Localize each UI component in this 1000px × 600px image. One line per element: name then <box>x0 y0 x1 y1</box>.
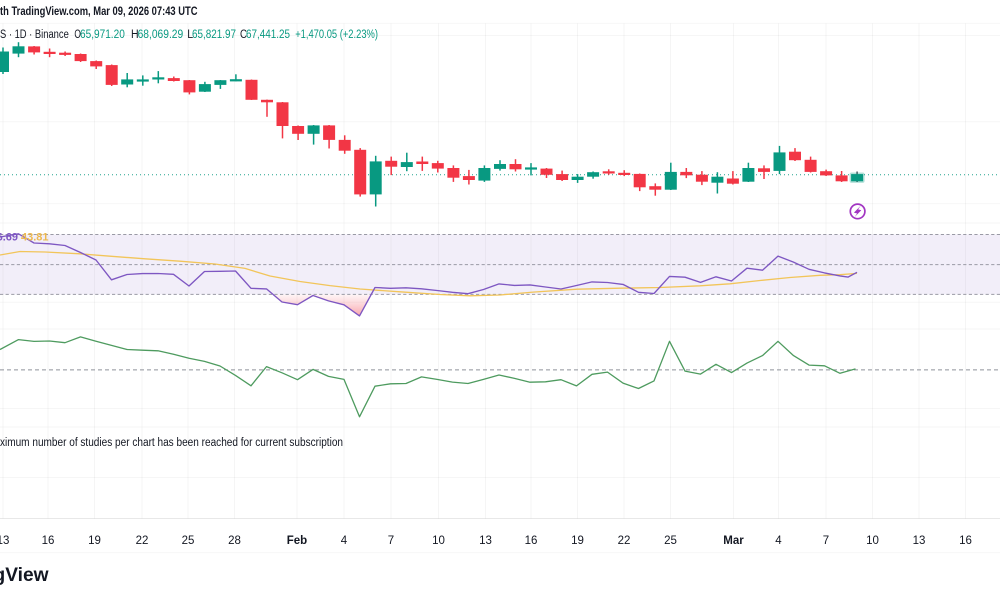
svg-text:19: 19 <box>88 535 101 547</box>
svg-text:S · 1D · Binance: S · 1D · Binance <box>0 29 69 41</box>
svg-text:4: 4 <box>775 535 782 547</box>
svg-text:43.81: 43.81 <box>21 232 49 244</box>
svg-text:19: 19 <box>571 535 584 547</box>
svg-text:O: O <box>74 29 81 41</box>
svg-text:gView: gView <box>0 565 49 586</box>
svg-text:C: C <box>240 29 247 41</box>
svg-text:H: H <box>131 29 139 41</box>
svg-text:13: 13 <box>479 535 492 547</box>
svg-text:16: 16 <box>42 535 55 547</box>
svg-text:L: L <box>187 29 193 41</box>
svg-text:7: 7 <box>388 535 394 547</box>
svg-text:Feb: Feb <box>287 535 307 547</box>
svg-text:22: 22 <box>136 535 149 547</box>
svg-text:13: 13 <box>0 535 9 547</box>
svg-text:Mar: Mar <box>723 535 744 547</box>
svg-text:16: 16 <box>525 535 538 547</box>
svg-text:28: 28 <box>228 535 241 547</box>
svg-text:22: 22 <box>618 535 631 547</box>
svg-text:67,441.25: 67,441.25 <box>246 29 290 41</box>
svg-text:16: 16 <box>959 535 972 547</box>
svg-text:10: 10 <box>432 535 445 547</box>
svg-text:th TradingView.com, Mar 09, 20: th TradingView.com, Mar 09, 2026 07:43 U… <box>0 6 198 18</box>
svg-text:13: 13 <box>913 535 926 547</box>
svg-text:10: 10 <box>866 535 879 547</box>
svg-text:+1,470.05 (+2.23%): +1,470.05 (+2.23%) <box>295 29 378 41</box>
svg-text:65,821.97: 65,821.97 <box>192 29 236 41</box>
svg-text:68,069.29: 68,069.29 <box>138 29 184 41</box>
svg-text:7: 7 <box>823 535 829 547</box>
svg-text:25: 25 <box>182 535 195 547</box>
svg-text:Maximum number of studies per: Maximum number of studies per chart has … <box>0 437 343 449</box>
svg-text:56.69: 56.69 <box>0 232 18 244</box>
svg-text:4: 4 <box>341 535 348 547</box>
svg-text:65,971.20: 65,971.20 <box>80 29 125 41</box>
svg-text:25: 25 <box>664 535 677 547</box>
